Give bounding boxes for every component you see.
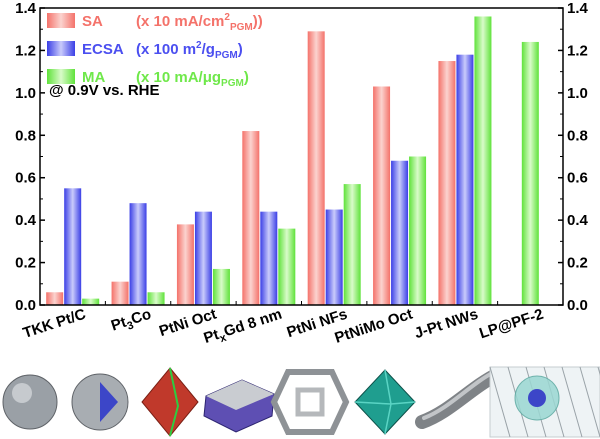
annotation: @ 0.9V vs. RHE: [49, 82, 160, 99]
legend-swatch-ma: [47, 69, 75, 84]
category-label-7: LP@PF-2: [477, 306, 545, 343]
legend: SA (x 10 mA/cm2PGM))ECSA (x 100 m2/gPGM)MA…: [47, 12, 263, 89]
bar-sa-2: [176, 224, 194, 305]
unit-sup: 2: [224, 12, 230, 23]
unit-sub: PGM: [230, 22, 253, 33]
octahedron-teal-edges: [354, 369, 416, 435]
bar-ma-5: [409, 156, 427, 305]
bar-ma-1: [147, 292, 165, 305]
bar-sa-5: [373, 86, 391, 305]
category-sub: 3: [126, 319, 136, 332]
category-main: Pt: [202, 326, 222, 347]
left-tick-label: 1.0: [15, 85, 36, 102]
legend-unit-ma: (x 10 mA/μgPGM): [136, 69, 249, 89]
bar-sa-6: [438, 61, 456, 306]
legend-label-ma: MA: [82, 69, 105, 86]
legend-unit-ecsa: (x 100 m2/gPGM): [136, 40, 243, 61]
bar-ecsa-1: [129, 203, 147, 305]
unit-text: (x 10 mA/μg: [136, 69, 221, 86]
unit-end: ): [238, 41, 243, 58]
right-tick-label: 0.8: [567, 127, 588, 144]
left-tick-label: 0.2: [15, 255, 36, 272]
right-tick-label: 1.4: [567, 0, 589, 17]
unit-sub: PGM: [221, 78, 244, 89]
category-sub: x: [218, 332, 228, 346]
bar-sa-3: [242, 131, 260, 305]
bar-sa-0: [46, 292, 64, 305]
unit-suffix: )): [253, 13, 263, 30]
right-tick-label: 1.0: [567, 85, 588, 102]
bar-ma-7: [521, 41, 539, 305]
bar-sa-1: [111, 281, 129, 305]
bar-ecsa-4: [325, 209, 343, 305]
category-label-6: J-Pt NWs: [412, 306, 480, 343]
axes: 0.0 0.0 0.2 0.2 0.4 0.4 0.6 0.6 0.8 0.8 1.0 1.0 1.2 1…: [15, 0, 588, 314]
structure-thumbnails: [2, 366, 600, 438]
nanoframe-inner: [295, 387, 325, 417]
nanoparticle-highlight: [12, 383, 32, 403]
left-tick-label: 1.4: [15, 0, 37, 17]
bar-ma-6: [474, 16, 492, 305]
bar-ecsa-2: [194, 211, 212, 305]
bar-ma-4: [343, 184, 361, 305]
right-tick-label: 1.2: [567, 42, 588, 59]
bar-ecsa-3: [260, 211, 278, 305]
legend-swatch-sa: [47, 13, 75, 28]
octahedron-edge: [169, 367, 180, 437]
bar-ma-0: [82, 298, 100, 305]
bar-ecsa-5: [391, 160, 409, 305]
category-rest: Co: [129, 306, 153, 328]
core-region: [100, 382, 118, 422]
left-tick-label: 0.6: [15, 170, 36, 187]
bar-ecsa-0: [64, 188, 82, 305]
lattice-line: [489, 366, 511, 438]
legend-label-sa: SA: [82, 13, 103, 30]
bars: [46, 16, 539, 306]
nanoparticle-image: [2, 374, 58, 430]
unit-suffix: /g: [202, 41, 215, 58]
legend-unit-sa: (x 10 mA/cm2PGM)): [136, 12, 263, 33]
unit-text: (x 10 mA/cm: [136, 13, 224, 30]
left-tick-label: 0.0: [15, 297, 36, 314]
bar-sa-4: [307, 31, 325, 305]
nanoframe-image: [270, 369, 350, 435]
category-main: J-Pt NWs: [412, 306, 480, 343]
left-tick-label: 1.2: [15, 42, 36, 59]
right-tick-label: 0.0: [567, 297, 588, 314]
category-rest: Gd 8 nm: [222, 306, 284, 341]
unit-sub: PGM: [215, 50, 238, 61]
right-tick-label: 0.6: [567, 170, 588, 187]
left-tick-label: 0.8: [15, 127, 36, 144]
bar-ma-3: [278, 228, 296, 305]
bar-ecsa-6: [456, 54, 474, 305]
unit-suffix: ): [244, 69, 249, 86]
legend-swatch-ecsa: [47, 41, 75, 56]
octahedron-image: [141, 367, 199, 437]
unit-sup: 2: [196, 40, 202, 51]
slab-top: [206, 380, 274, 410]
legend-label-ecsa: ECSA: [82, 41, 124, 58]
category-main: LP@PF-2: [477, 306, 545, 343]
right-tick-label: 0.4: [567, 212, 589, 229]
bar-ma-2: [212, 268, 230, 305]
category-label-1: Pt3Co: [109, 306, 154, 338]
category-main: Pt: [109, 314, 129, 335]
lattice-line: [561, 366, 583, 438]
unit-text: (x 100 m: [136, 41, 196, 58]
lattice-line: [579, 366, 600, 438]
nanowire-highlight: [422, 369, 498, 420]
left-tick-label: 0.4: [15, 212, 37, 229]
right-tick-label: 0.2: [567, 255, 588, 272]
particle-core: [528, 389, 546, 407]
